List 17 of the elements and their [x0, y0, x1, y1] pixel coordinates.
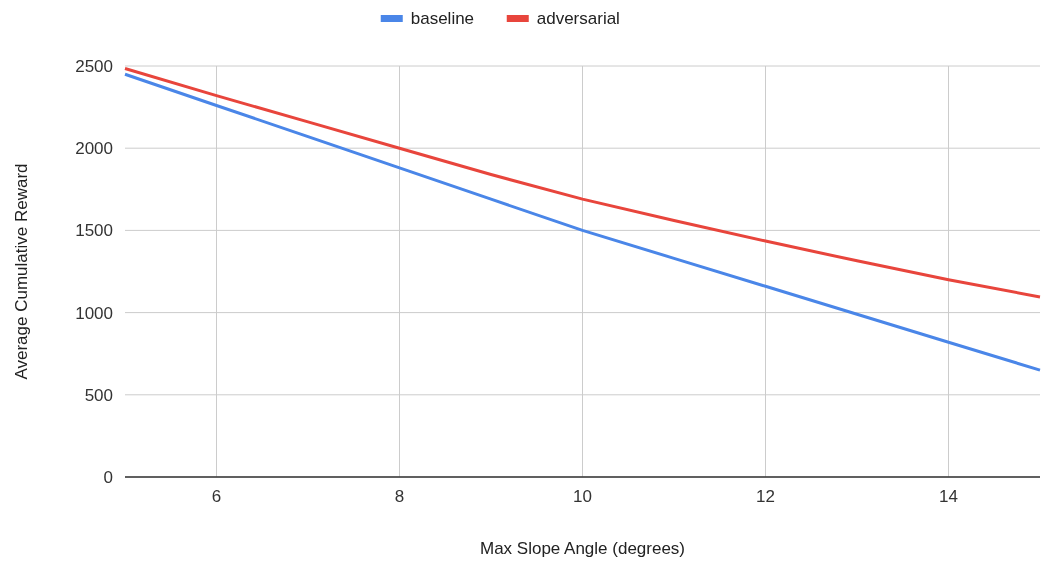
x-tick-label: 10 — [573, 487, 592, 506]
y-tick-label: 500 — [84, 385, 113, 405]
y-tick-label: 0 — [103, 468, 113, 487]
legend-label: adversarial — [536, 9, 620, 28]
x-tick-label: 6 — [211, 487, 222, 506]
x-tick-label: 8 — [394, 487, 405, 506]
line-series — [123, 66, 1042, 299]
x-tick-label: 12 — [756, 487, 775, 506]
x-axis-title: Max Slope Angle (degrees) — [479, 539, 686, 558]
line-series — [123, 72, 1042, 372]
x-tick-label: 14 — [939, 487, 958, 506]
y-tick-label: 2500 — [75, 57, 113, 76]
y-axis-title: Average Cumulative Reward — [12, 163, 31, 380]
y-tick-label: 2000 — [75, 139, 113, 159]
legend-label: baseline — [410, 9, 475, 28]
y-tick-label: 1500 — [75, 221, 113, 241]
y-tick-label: 1000 — [75, 303, 113, 323]
